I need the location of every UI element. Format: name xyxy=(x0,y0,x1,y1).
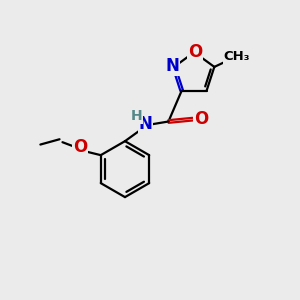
Text: N: N xyxy=(166,57,179,75)
Text: CH₃: CH₃ xyxy=(223,50,250,63)
Text: O: O xyxy=(73,138,87,156)
Text: H: H xyxy=(130,109,142,123)
Text: O: O xyxy=(194,110,208,128)
Text: O: O xyxy=(188,43,202,61)
Text: N: N xyxy=(139,116,152,134)
